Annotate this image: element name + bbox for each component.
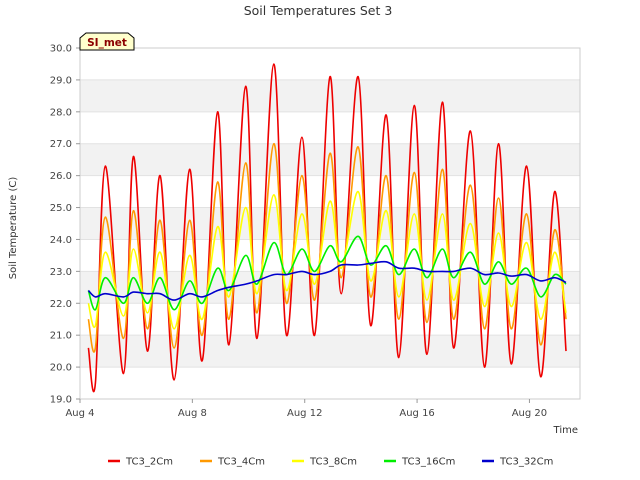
series-line-tc3_16cm [87, 235, 567, 311]
legend-label: TC3_8Cm [309, 457, 357, 468]
legend-label: TC3_16Cm [401, 457, 455, 468]
series-line-tc3_4cm [87, 142, 567, 353]
x-axis-ticks: Aug 4 Aug 8 Aug 12 Aug 16 Aug 20 [65, 399, 547, 419]
y-tick-label: 28.0 [50, 107, 72, 118]
y-axis-label: Soil Temperature (C) [8, 177, 19, 280]
y-tick-label: 22.0 [50, 299, 72, 310]
x-tick-label: Aug 12 [287, 408, 322, 419]
legend-label: TC3_4Cm [217, 457, 265, 468]
x-tick-label: Aug 16 [399, 408, 434, 419]
series-line-tc3_2cm [87, 63, 567, 393]
plot-band [80, 111, 580, 144]
legend-item-tc3_4cm: TC3_4Cm [200, 457, 265, 468]
y-tick-label: 25.0 [50, 203, 72, 214]
plot-band [80, 271, 580, 304]
site-tag-label: SI_met [87, 37, 127, 49]
y-tick-label: 20.0 [50, 363, 72, 374]
legend-item-tc3_32cm: TC3_32Cm [482, 457, 553, 468]
x-tick-label: Aug 4 [65, 408, 94, 419]
series-line-tc3_8cm [87, 190, 567, 330]
y-axis-ticks: 19.0 20.0 21.0 22.0 23.0 24.0 25.0 26.0 27.0 28.0… [50, 44, 80, 406]
y-tick-label: 21.0 [50, 331, 72, 342]
plot-band [80, 143, 580, 176]
chart-title: Soil Temperatures Set 3 [244, 3, 393, 18]
y-tick-label: 29.0 [50, 75, 72, 86]
series-line-tc3_32cm [87, 260, 567, 301]
y-tick-label: 23.0 [50, 267, 72, 278]
y-tick-label: 26.0 [50, 171, 72, 182]
plot-band [80, 79, 580, 112]
series-layer [87, 63, 567, 393]
legend-label: TC3_2Cm [125, 457, 173, 468]
y-tick-label: 19.0 [50, 395, 72, 406]
x-axis-label: Time [553, 425, 578, 436]
legend-item-tc3_2cm: TC3_2Cm [108, 457, 173, 468]
plot-background-bands [80, 48, 580, 399]
plot-band [80, 175, 580, 208]
legend: TC3_2Cm TC3_4Cm TC3_8Cm TC3_16Cm TC3_32Cm [108, 457, 553, 468]
legend-item-tc3_8cm: TC3_8Cm [292, 457, 357, 468]
x-tick-label: Aug 8 [178, 408, 207, 419]
plot-band [80, 367, 580, 399]
site-tag: SI_met [79, 32, 135, 51]
x-tick-label: Aug 20 [512, 408, 547, 419]
legend-label: TC3_32Cm [499, 457, 553, 468]
site-tag-box [79, 32, 135, 51]
y-tick-label: 30.0 [50, 44, 72, 55]
plot-band [80, 335, 580, 368]
plot-band [80, 303, 580, 336]
legend-item-tc3_16cm: TC3_16Cm [384, 457, 455, 468]
y-tick-label: 27.0 [50, 139, 72, 150]
plot-band [80, 48, 580, 80]
y-tick-label: 24.0 [50, 235, 72, 246]
plot-frame [79, 47, 581, 400]
